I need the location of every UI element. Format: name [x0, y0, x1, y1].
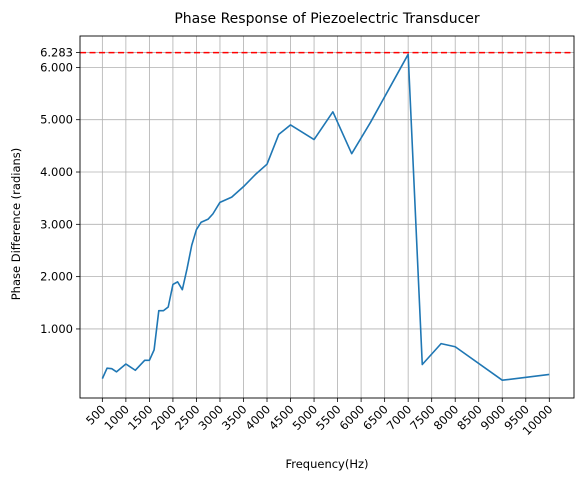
y-axis-label: Phase Difference (radians) — [9, 148, 23, 301]
y-tick-label: 6.000 — [40, 60, 73, 74]
x-tick-label: 2500 — [172, 402, 203, 433]
x-tick-label: 3500 — [219, 402, 250, 433]
x-tick-label: 8500 — [454, 402, 485, 433]
y-tick-label: 5.000 — [40, 113, 73, 127]
y-tick-label: 1.000 — [40, 322, 73, 336]
x-tick-label: 3000 — [195, 402, 226, 433]
x-tick-label: 4500 — [266, 402, 297, 433]
plot-frame — [79, 35, 575, 399]
x-tick-label: 1500 — [125, 402, 156, 433]
x-tick-label: 6000 — [337, 402, 368, 433]
chart-title: Phase Response of Piezoelectric Transduc… — [174, 11, 480, 27]
x-axis-label: Frequency(Hz) — [285, 457, 368, 471]
y-tick-label: 4.000 — [40, 165, 73, 179]
x-tick-label: 5500 — [313, 402, 344, 433]
series-group — [101, 53, 550, 382]
x-tick-label: 8000 — [431, 402, 462, 433]
x-tick-label: 6500 — [360, 402, 391, 433]
x-tick-label: 1000 — [101, 402, 132, 433]
series-line — [101, 53, 550, 382]
x-tick-label: 5000 — [290, 402, 321, 433]
x-tick-label: 2000 — [148, 402, 179, 433]
x-tick-label: 4000 — [243, 402, 274, 433]
y-tick-label: 6.283 — [40, 46, 73, 60]
y-tick-label: 3.000 — [40, 217, 73, 231]
y-tick-label: 2.000 — [40, 270, 73, 284]
x-tick-label: 7000 — [384, 402, 415, 433]
x-tick-label: 7500 — [407, 402, 438, 433]
x-tick-label: 9000 — [478, 402, 509, 433]
x-axis-ticks: 5001000150020002500300035004000450050005… — [83, 398, 555, 438]
